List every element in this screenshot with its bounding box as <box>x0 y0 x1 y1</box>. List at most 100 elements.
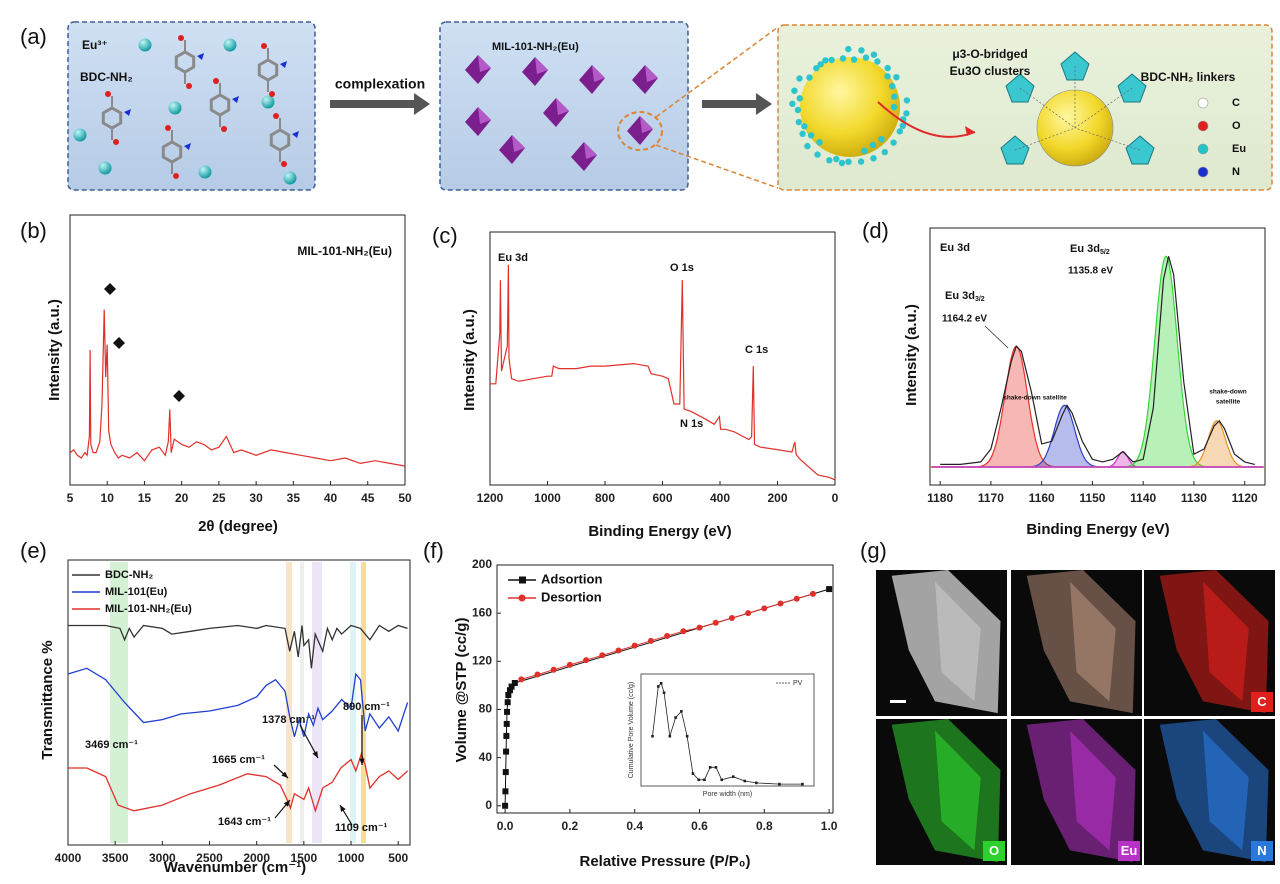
eu-cluster <box>893 74 900 81</box>
eu-cluster <box>816 139 823 146</box>
annotation: shake-down satellite <box>1003 395 1067 402</box>
data-point <box>647 637 654 644</box>
eu-cluster <box>878 136 885 143</box>
data-point <box>503 720 510 727</box>
eu-cluster <box>845 45 852 53</box>
x-axis-label: Wavenumber (cm⁻¹) <box>164 859 306 876</box>
eu-cluster <box>889 83 896 90</box>
octahedron-face <box>640 116 653 133</box>
atom-legend-swatch <box>1197 166 1209 178</box>
x-tick-label: 2000 <box>243 851 270 865</box>
inset-x-label: Pore width (nm) <box>703 791 752 798</box>
x-tick-label: 25 <box>212 491 226 505</box>
highlight-band <box>300 562 304 843</box>
x-tick-label: 0.8 <box>756 819 773 833</box>
highlight-band <box>350 562 356 843</box>
map-signal-core <box>1070 581 1116 702</box>
annotation: 1378 cm⁻¹ <box>262 714 315 726</box>
oxygen-atom <box>281 161 287 167</box>
data-point <box>502 802 509 809</box>
annotation: satellite <box>1216 399 1241 406</box>
linker-strut <box>1014 127 1076 151</box>
inset-point <box>743 779 747 783</box>
oxygen-atom <box>178 35 184 41</box>
inset-point <box>720 778 724 782</box>
data-point <box>566 661 573 668</box>
process-arrow <box>702 100 758 108</box>
x-tick-label: 0 <box>832 491 839 505</box>
map-signal-core <box>935 581 981 702</box>
eu-cluster <box>869 141 877 149</box>
plot-frame <box>929 227 1266 486</box>
eu-label: Eu³⁺ <box>82 38 108 52</box>
atom-legend-swatch <box>1197 97 1209 109</box>
x-tick-label: 1140 <box>1130 491 1156 505</box>
octahedron-face <box>584 142 597 159</box>
octahedron-face <box>556 98 569 115</box>
x-axis-label: Binding Energy (eV) <box>588 523 731 540</box>
data-point <box>583 657 590 664</box>
octahedron-face <box>478 55 491 72</box>
eu-ion <box>223 38 237 52</box>
panel-label: (c) <box>432 223 458 248</box>
eu-cluster <box>890 139 897 146</box>
eu-cluster <box>804 142 811 150</box>
x-tick-label: 1200 <box>477 491 504 505</box>
eu-ion <box>283 171 297 185</box>
oxygen-atom <box>186 83 192 89</box>
atom-legend-swatch <box>1197 120 1209 132</box>
peak-energy: 1164.2 eV <box>942 314 987 325</box>
data-point <box>534 671 541 678</box>
x-tick-label: 1180 <box>927 491 953 505</box>
scale-bar <box>890 700 906 703</box>
data-line <box>490 264 836 481</box>
element-label: N <box>1257 843 1266 858</box>
eu-cluster <box>796 75 803 82</box>
atom-legend-label: O <box>1232 120 1241 132</box>
legend-label: Desortion <box>541 589 602 604</box>
data-point <box>793 595 800 602</box>
inset-legend-label: PV <box>793 680 803 687</box>
eu-cluster <box>799 130 806 137</box>
annotation: Eu 3d <box>940 242 970 254</box>
oxygen-atom <box>213 78 219 84</box>
atom-legend-label: C <box>1232 97 1240 109</box>
data-point <box>777 600 784 607</box>
x-tick-label: 1.0 <box>821 819 838 833</box>
eu-cluster <box>813 65 820 72</box>
oxygen-atom <box>261 43 267 49</box>
x-tick-label: 15 <box>138 491 152 505</box>
peak-label: Eu 3d5/2 <box>1070 243 1110 256</box>
x-tick-label: 40 <box>324 491 338 505</box>
eu-cluster <box>884 64 891 72</box>
inset-point <box>755 781 758 785</box>
panel-label: (d) <box>862 218 889 243</box>
x-tick-label: 400 <box>710 491 730 505</box>
inset-point <box>703 778 706 782</box>
x-tick-label: 50 <box>398 491 412 505</box>
oxygen-atom <box>165 125 171 131</box>
x-tick-label: 500 <box>388 851 408 865</box>
inset-point <box>659 682 663 685</box>
nitrogen-atom <box>280 61 287 68</box>
inset-point <box>731 775 735 778</box>
peak-label: Eu 3d3/2 <box>945 290 985 303</box>
panel-label: (b) <box>20 218 47 243</box>
data-point <box>599 652 606 659</box>
data-point <box>550 666 557 673</box>
x-tick-label: 0.6 <box>691 819 708 833</box>
y-axis-label: Intensity (a.u.) <box>46 299 63 401</box>
eu-cluster <box>822 57 829 64</box>
eu-cluster <box>870 155 877 162</box>
data-point <box>712 619 719 626</box>
y-tick-label: 120 <box>472 653 492 667</box>
eu-cluster <box>794 106 802 114</box>
data-point <box>826 586 833 593</box>
x-tick-label: 2500 <box>196 851 223 865</box>
oxygen-atom <box>105 91 111 97</box>
annotation-arrow-head <box>281 771 288 778</box>
x-tick-label: 800 <box>595 491 615 505</box>
legend-label: MIL-101(Eu) <box>105 586 168 598</box>
